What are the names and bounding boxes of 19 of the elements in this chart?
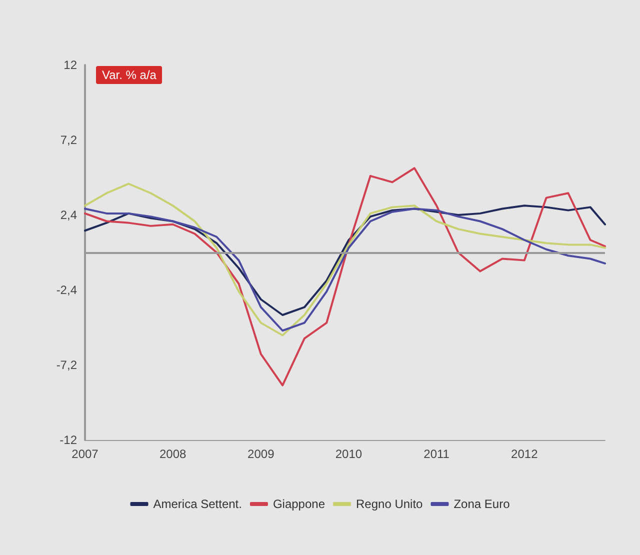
x-tick-label: 2010 [335,447,362,461]
x-tick-label: 2011 [424,447,450,461]
legend-label: Regno Unito [356,497,424,511]
y-tick-label: -2,4 [56,283,78,297]
legend-label: Zona Euro [454,497,510,511]
y-tick-label: 2,4 [60,208,78,222]
x-tick-label: 2007 [72,447,99,461]
x-tick-label: 2009 [248,447,275,461]
x-tick-label: 2008 [159,447,186,461]
legend-label: Giappone [272,497,326,511]
y-tick-label: 7,2 [60,133,78,147]
annotation: Var. % a/a [96,66,162,84]
line-series [84,167,606,386]
y-tick-label: -12 [60,433,78,447]
legend-label: America Settent. [153,497,242,511]
y-tick-label: -7,2 [56,358,78,372]
line-series [84,182,606,336]
y-tick-label: 12 [64,58,78,72]
x-tick-label: 2012 [511,447,538,461]
